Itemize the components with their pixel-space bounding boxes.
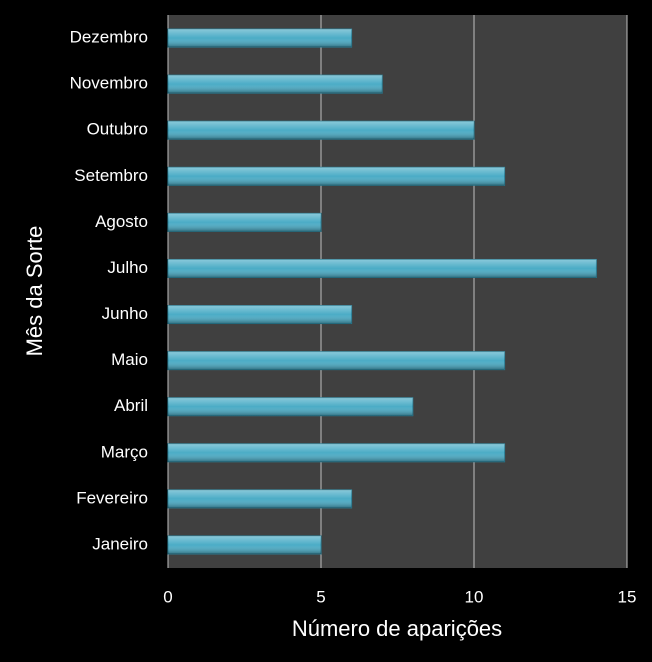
bar-shade	[168, 305, 352, 324]
bar-shade	[168, 535, 321, 554]
y-tick-label: Fevereiro	[76, 488, 148, 507]
x-tick-label: 5	[316, 587, 325, 606]
bar-shade	[168, 397, 413, 416]
bar-shade	[168, 259, 597, 278]
y-axis-title: Mês da Sorte	[22, 226, 47, 357]
x-axis-title: Número de aparições	[292, 616, 502, 641]
y-tick-label: Setembro	[74, 166, 148, 185]
bar-shade	[168, 489, 352, 508]
bar-shade	[168, 121, 474, 140]
x-tick-label: 15	[618, 587, 637, 606]
bar-shade	[168, 167, 505, 186]
y-tick-label: Junho	[102, 304, 148, 323]
y-tick-label: Julho	[107, 258, 148, 277]
y-tick-label: Outubro	[87, 120, 148, 139]
plot-area	[168, 15, 627, 568]
y-tick-label: Maio	[111, 350, 148, 369]
bar-shade	[168, 443, 505, 462]
y-tick-label: Dezembro	[70, 28, 148, 47]
bar-shade	[168, 29, 352, 48]
y-tick-label: Novembro	[70, 74, 148, 93]
y-tick-label: Abril	[114, 396, 148, 415]
bar-shade	[168, 351, 505, 370]
bar-shade	[168, 213, 321, 232]
y-tick-label: Janeiro	[92, 534, 148, 553]
x-tick-label: 10	[465, 587, 484, 606]
x-tick-label: 0	[163, 587, 172, 606]
y-tick-label: Março	[101, 442, 148, 461]
y-tick-label: Agosto	[95, 212, 148, 231]
bar-shade	[168, 75, 383, 94]
